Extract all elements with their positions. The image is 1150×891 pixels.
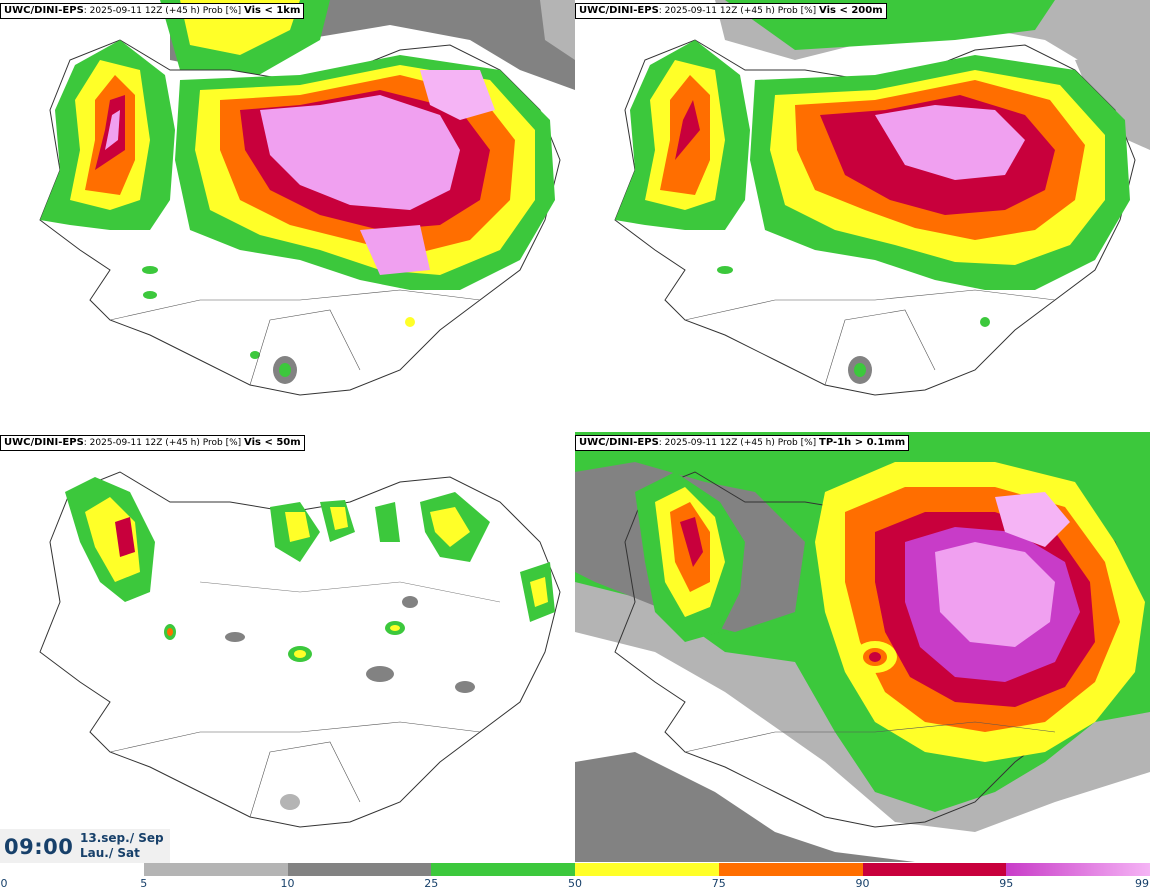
legend-band xyxy=(431,863,575,876)
panel-title: UWC/DINI-EPS: 2025-09-11 12Z (+45 h) Pro… xyxy=(0,435,305,451)
legend-tick-label: 10 xyxy=(280,877,295,890)
legend-tick-label: 25 xyxy=(424,877,439,890)
probability-map-vis-200m xyxy=(575,0,1150,430)
valid-date-line1: 13.sep./ Sep xyxy=(80,831,164,845)
panel-title: UWC/DINI-EPS: 2025-09-11 12Z (+45 h) Pro… xyxy=(575,435,910,451)
legend-band xyxy=(862,863,1007,876)
model-name: UWC/DINI-EPS xyxy=(4,5,84,16)
panel-title: UWC/DINI-EPS: 2025-09-11 12Z (+45 h) Pro… xyxy=(0,3,305,19)
probability-legend: 0 5 10 25 50 75 90 95 99 xyxy=(0,862,1150,891)
legend-tick-label: 90 xyxy=(855,877,870,890)
probability-map-precip xyxy=(575,432,1150,862)
legend-band xyxy=(287,863,432,876)
legend-band xyxy=(0,863,144,876)
valid-time-clock: 09:00 xyxy=(4,835,74,859)
model-name: UWC/DINI-EPS xyxy=(579,437,659,448)
probability-map-vis-50m xyxy=(0,432,575,862)
legend-tick-label: 75 xyxy=(711,877,726,890)
map-panel-vis-50m: UWC/DINI-EPS: 2025-09-11 12Z (+45 h) Pro… xyxy=(0,432,575,862)
variable-label: Vis < 50m xyxy=(244,437,301,448)
legend-tick-label: 50 xyxy=(568,877,582,890)
legend-tick-label: 99 xyxy=(1135,877,1149,890)
legend-band xyxy=(1006,863,1150,876)
legend-tick-label: 5 xyxy=(140,877,148,890)
legend-band xyxy=(143,863,288,876)
variable-label: TP-1h > 0.1mm xyxy=(819,437,906,448)
valid-date-line2: Lau./ Sat xyxy=(80,846,140,860)
legend-tick-label: 0 xyxy=(0,877,8,890)
probability-map-vis-1km xyxy=(0,0,575,430)
map-panel-vis-200m: UWC/DINI-EPS: 2025-09-11 12Z (+45 h) Pro… xyxy=(575,0,1150,430)
panel-title: UWC/DINI-EPS: 2025-09-11 12Z (+45 h) Pro… xyxy=(575,3,887,19)
run-info: : 2025-09-11 12Z (+45 h) Prob [%] xyxy=(83,438,242,448)
map-panel-precip: UWC/DINI-EPS: 2025-09-11 12Z (+45 h) Pro… xyxy=(575,432,1150,862)
run-info: : 2025-09-11 12Z (+45 h) Prob [%] xyxy=(658,438,817,448)
valid-time-box: 09:00 13.sep./ Sep Lau./ Sat xyxy=(0,829,170,863)
variable-label: Vis < 1km xyxy=(244,5,301,16)
legend-tick-label: 95 xyxy=(999,877,1014,890)
model-name: UWC/DINI-EPS xyxy=(4,437,84,448)
variable-label: Vis < 200m xyxy=(819,5,883,16)
legend-band xyxy=(575,863,719,876)
run-info: : 2025-09-11 12Z (+45 h) Prob [%] xyxy=(83,6,242,16)
model-name: UWC/DINI-EPS xyxy=(579,5,659,16)
legend-band xyxy=(718,863,863,876)
map-panel-vis-1km: UWC/DINI-EPS: 2025-09-11 12Z (+45 h) Pro… xyxy=(0,0,575,430)
run-info: : 2025-09-11 12Z (+45 h) Prob [%] xyxy=(658,6,817,16)
